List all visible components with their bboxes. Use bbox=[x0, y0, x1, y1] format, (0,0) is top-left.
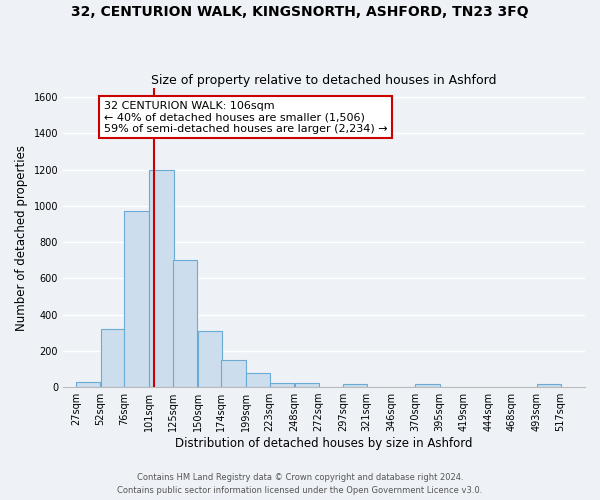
Bar bbox=[124, 212, 149, 387]
Bar bbox=[149, 170, 173, 387]
Bar bbox=[270, 382, 294, 387]
Bar bbox=[101, 329, 125, 387]
Title: Size of property relative to detached houses in Ashford: Size of property relative to detached ho… bbox=[151, 74, 497, 87]
Bar bbox=[173, 260, 197, 387]
Bar bbox=[343, 384, 367, 387]
Bar bbox=[197, 331, 222, 387]
Bar bbox=[76, 382, 100, 387]
Bar bbox=[221, 360, 246, 387]
X-axis label: Distribution of detached houses by size in Ashford: Distribution of detached houses by size … bbox=[175, 437, 473, 450]
Bar bbox=[295, 384, 319, 387]
Text: 32, CENTURION WALK, KINGSNORTH, ASHFORD, TN23 3FQ: 32, CENTURION WALK, KINGSNORTH, ASHFORD,… bbox=[71, 5, 529, 19]
Bar bbox=[415, 384, 440, 387]
Text: Contains HM Land Registry data © Crown copyright and database right 2024.
Contai: Contains HM Land Registry data © Crown c… bbox=[118, 474, 482, 495]
Bar bbox=[246, 374, 271, 387]
Bar bbox=[537, 384, 561, 387]
Text: 32 CENTURION WALK: 106sqm
← 40% of detached houses are smaller (1,506)
59% of se: 32 CENTURION WALK: 106sqm ← 40% of detac… bbox=[104, 101, 387, 134]
Y-axis label: Number of detached properties: Number of detached properties bbox=[15, 144, 28, 330]
